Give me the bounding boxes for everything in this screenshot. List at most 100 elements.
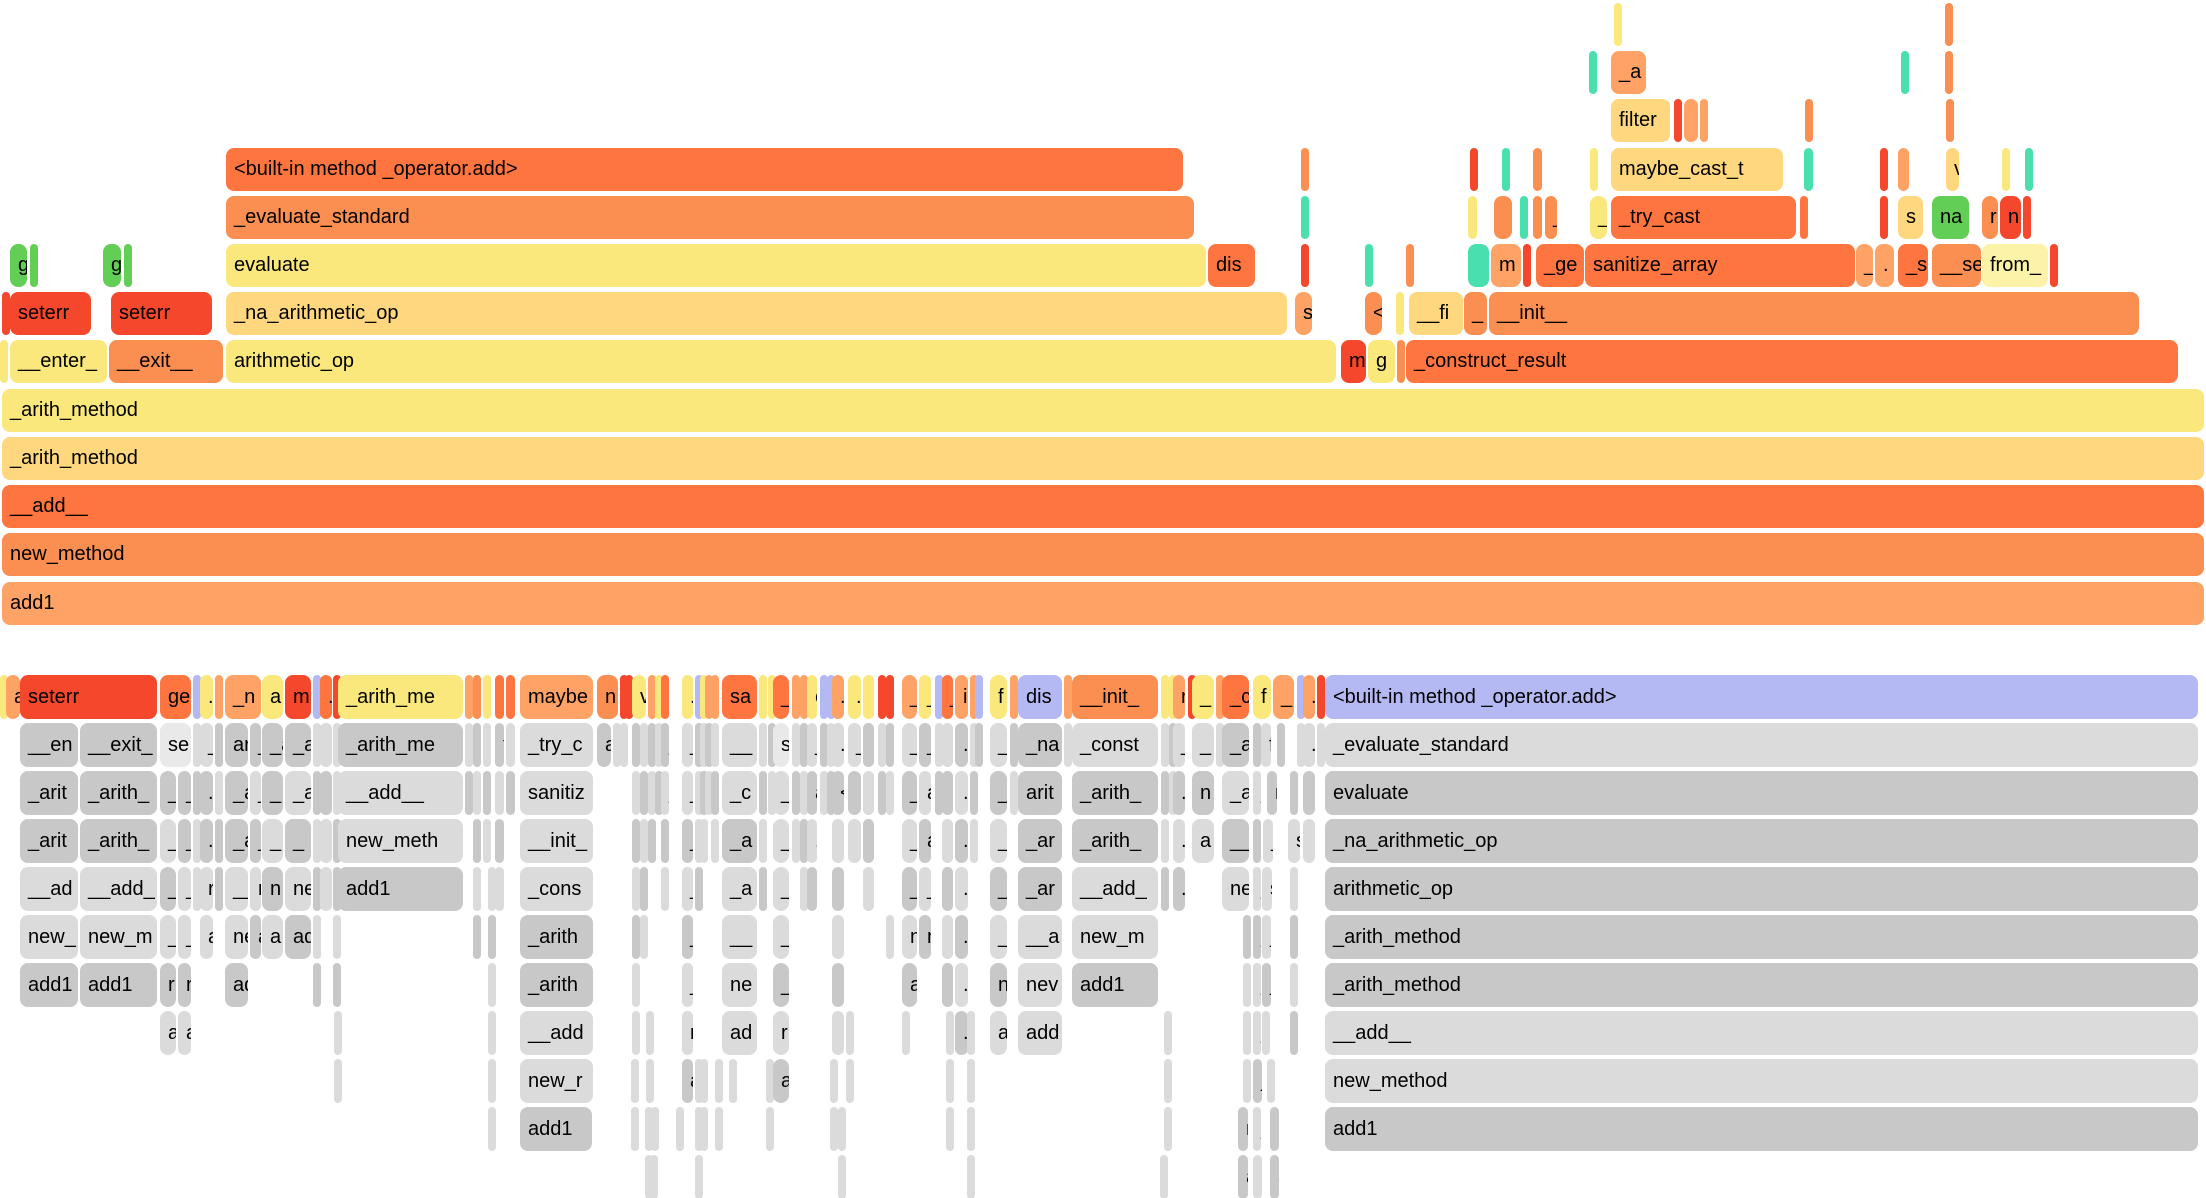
frame-sliver[interactable] <box>886 675 894 719</box>
frame-c[interactable]: _c <box>902 723 917 767</box>
frame-n[interactable]: n <box>919 915 931 959</box>
frame-sliver[interactable] <box>711 723 719 767</box>
frame-new[interactable]: new_ <box>20 915 78 959</box>
frame-maybe-cast-t[interactable]: maybe_cast_t <box>1611 148 1783 191</box>
frame-sliver[interactable] <box>766 1107 774 1151</box>
frame-add[interactable]: __add__ <box>1325 1011 2198 1055</box>
frame-sliver[interactable] <box>473 723 481 767</box>
frame-g[interactable]: g <box>1368 340 1395 383</box>
frame-arith[interactable]: _arith_ <box>1072 819 1158 863</box>
frame-sliver[interactable] <box>488 915 496 959</box>
frame-ge[interactable]: _ge <box>1536 244 1584 287</box>
frame-sliver[interactable] <box>800 723 808 767</box>
frame-evaluate-standard[interactable]: _evaluate_standard <box>226 196 1194 239</box>
frame-new-m[interactable]: new_m <box>80 915 157 959</box>
frame-seterr[interactable]: seterr <box>20 675 157 719</box>
frame-sliver[interactable] <box>495 819 504 863</box>
frame-block[interactable]: __ <box>902 867 917 911</box>
frame-sliver[interactable] <box>800 771 808 815</box>
frame-sliver[interactable] <box>2023 196 2031 239</box>
frame-block[interactable]: . <box>955 1011 968 1055</box>
frame-block[interactable]: . <box>1397 340 1405 383</box>
frame-built-in-method-operator-add[interactable]: <built-in method _operator.add> <box>226 148 1183 191</box>
frame-sliver[interactable] <box>320 867 332 911</box>
frame-sliver[interactable] <box>215 819 223 863</box>
frame-sliver[interactable] <box>695 771 703 815</box>
frame-arith[interactable]: _arith_ <box>80 771 157 815</box>
frame-add1[interactable]: add1 <box>20 963 78 1007</box>
frame-block[interactable]: _ <box>1192 723 1214 767</box>
frame-sliver[interactable] <box>830 1107 838 1151</box>
frame-block[interactable]: _ <box>250 723 261 767</box>
frame-sliver[interactable] <box>193 771 201 815</box>
frame-n[interactable]: n <box>1238 1107 1248 1151</box>
frame-sa[interactable]: sa <box>722 675 757 719</box>
frame-sliver[interactable] <box>215 867 223 911</box>
frame-sliver[interactable] <box>676 1107 684 1151</box>
frame-sliver[interactable] <box>640 819 648 863</box>
frame-n[interactable]: n <box>990 963 1007 1007</box>
frame-r[interactable]: r <box>200 867 213 911</box>
frame-na[interactable]: na <box>1932 196 1969 239</box>
frame-a[interactable]: _a <box>1222 771 1249 815</box>
frame-block[interactable]: _ <box>160 819 176 863</box>
frame-s[interactable]: s <box>1295 292 1312 335</box>
frame-sliver[interactable] <box>820 771 828 815</box>
frame-sliver[interactable] <box>215 771 223 815</box>
frame-sliver[interactable] <box>650 1155 658 1198</box>
frame-a[interactable]: a <box>160 1011 176 1055</box>
frame-try-cast[interactable]: _try_cast <box>1611 196 1796 239</box>
frame-block[interactable]: _ <box>942 675 953 719</box>
frame-sliver[interactable] <box>942 867 953 911</box>
frame-sliver[interactable] <box>1406 244 1414 287</box>
frame-sliver[interactable] <box>632 963 640 1007</box>
frame-sliver[interactable] <box>1216 723 1224 767</box>
frame-block[interactable]: _ <box>848 723 861 767</box>
frame-block[interactable]: . <box>1173 819 1185 863</box>
frame-block[interactable]: _ <box>773 771 789 815</box>
frame-sliver[interactable] <box>1470 148 1478 191</box>
frame-from[interactable]: from_ <box>1982 244 2048 287</box>
frame-na[interactable]: _na <box>1018 723 1062 767</box>
frame-sliver[interactable] <box>620 723 628 767</box>
frame-exit[interactable]: __exit__ <box>109 340 223 383</box>
frame-r[interactable]: r <box>178 963 191 1007</box>
frame-s[interactable]: _s <box>1898 244 1928 287</box>
frame-sliver[interactable] <box>832 819 844 863</box>
frame-sliver[interactable] <box>942 915 953 959</box>
frame-sliver[interactable] <box>700 723 708 767</box>
frame-sliver[interactable] <box>333 963 341 1007</box>
frame-r[interactable]: r <box>160 963 176 1007</box>
frame-a[interactable]: a <box>178 1011 191 1055</box>
frame-sliver[interactable] <box>1945 3 1953 46</box>
frame-ne[interactable]: ne <box>722 963 757 1007</box>
frame-sliver[interactable] <box>620 675 628 719</box>
frame-block[interactable]: __ <box>1222 819 1249 863</box>
frame-block[interactable]: . <box>200 819 213 863</box>
frame-sliver[interactable] <box>473 915 481 959</box>
frame-sliver[interactable] <box>1898 148 1909 191</box>
frame-sliver[interactable] <box>695 675 703 719</box>
frame-n[interactable]: n <box>1253 723 1261 767</box>
frame-sliver[interactable] <box>863 771 874 815</box>
frame-sliver[interactable] <box>935 675 943 719</box>
frame-r[interactable]: r <box>1982 196 1998 239</box>
frame-block[interactable]: _ <box>661 723 669 767</box>
frame-sliver[interactable] <box>1161 771 1169 815</box>
frame-n[interactable]: n <box>597 675 618 719</box>
frame-arithmetic-op[interactable]: arithmetic_op <box>226 340 1336 383</box>
frame-sliver[interactable] <box>967 1155 975 1198</box>
frame-sliver[interactable] <box>473 675 481 719</box>
frame-sliver[interactable] <box>1290 963 1298 1007</box>
frame-a[interactable]: a <box>807 771 817 815</box>
frame-sliver[interactable] <box>632 915 640 959</box>
frame-sliver[interactable] <box>863 819 874 863</box>
frame-sliver[interactable] <box>700 675 708 719</box>
frame-sliver[interactable] <box>30 244 38 287</box>
frame-arith[interactable]: _arith_ <box>80 819 157 863</box>
frame-sliver[interactable] <box>465 771 473 815</box>
frame-sliver[interactable] <box>800 867 808 911</box>
frame-sliver[interactable] <box>488 1011 496 1055</box>
frame-block[interactable]: . <box>807 819 817 863</box>
frame-sliver[interactable] <box>473 819 481 863</box>
